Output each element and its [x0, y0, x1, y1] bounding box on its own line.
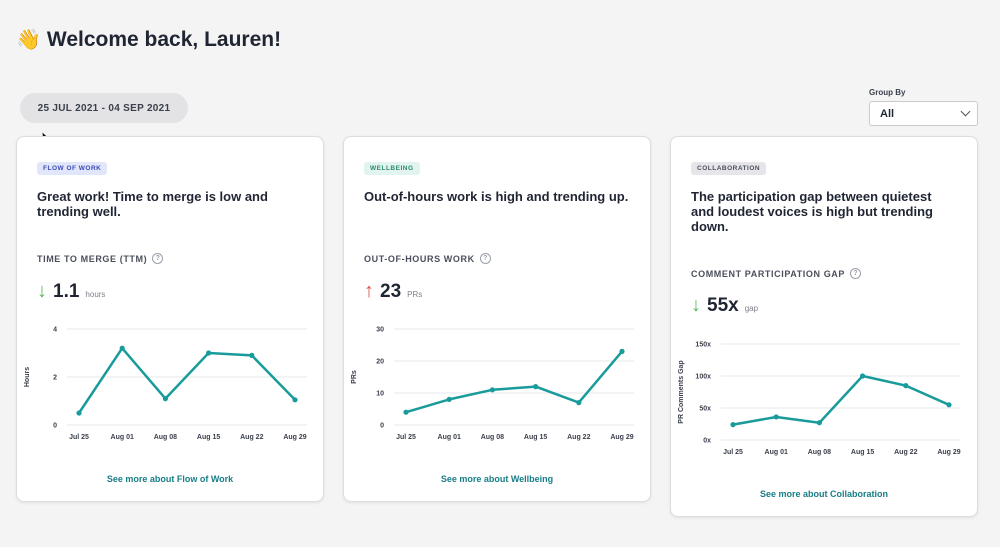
insight-headline: Great work! Time to merge is low and tre…	[37, 189, 268, 219]
data-point	[946, 402, 952, 408]
x-tick-label: Aug 22	[894, 449, 917, 456]
category-badge: WELLBEING	[364, 162, 420, 175]
collaboration-card: COLLABORATION The participation gap betw…	[670, 136, 978, 517]
data-point	[860, 373, 866, 379]
y-tick-label: 0	[380, 423, 384, 430]
metric-value: 23	[380, 281, 402, 302]
trend-down-arrow-icon: ↓	[691, 294, 701, 316]
group-by-value: All	[880, 107, 895, 120]
see-more-link[interactable]: See more about Collaboration	[759, 489, 889, 499]
data-point	[206, 350, 212, 356]
x-tick-label: Aug 22	[567, 434, 590, 441]
group-by-label: Group By	[869, 88, 906, 97]
data-point	[249, 352, 255, 358]
x-tick-label: Aug 01	[111, 434, 134, 441]
trend-down-arrow-icon: ↓	[37, 280, 47, 302]
data-point	[162, 396, 168, 402]
y-axis-label: PR Comments Gap	[678, 360, 685, 423]
x-tick-label: Aug 29	[610, 434, 633, 441]
flow-of-work-card: FLOW OF WORK Great work! Time to merge i…	[16, 136, 324, 502]
series-line	[405, 350, 623, 414]
see-more-link[interactable]: See more about Wellbeing	[440, 474, 554, 484]
x-tick-label: Aug 08	[154, 434, 177, 441]
y-tick-label: 50x	[699, 406, 711, 413]
waving-hand-icon: 👋	[16, 29, 41, 51]
category-badge: FLOW OF WORK	[37, 162, 108, 175]
y-tick-label: 10	[376, 391, 384, 398]
date-range-picker[interactable]: 25 JUL 2021 - 04 SEP 2021	[20, 93, 188, 123]
page-title: 👋 Welcome back, Lauren!	[16, 28, 281, 52]
y-tick-label: 100x	[695, 374, 711, 381]
insight-headline: The participation gap between quietest a…	[691, 189, 933, 234]
y-tick-label: 0	[53, 423, 57, 430]
x-tick-label: Aug 15	[851, 449, 874, 456]
data-point	[76, 410, 82, 416]
metric-label: OUT-OF-HOURS WORK ?	[364, 253, 491, 264]
metric-label-text: TIME TO MERGE (TTM)	[37, 253, 148, 264]
ttm-line-chart: Hours 0 2 4 Jul 25 Aug 01 Aug 08 Aug 15 Aug 22 Au…	[24, 327, 307, 441]
y-tick-label: 30	[376, 327, 384, 334]
data-point	[576, 400, 582, 406]
x-tick-label: Aug 29	[283, 434, 306, 441]
y-axis-label: PRs	[351, 370, 358, 384]
metric-value: 55x	[707, 295, 739, 316]
x-tick-label: Aug 15	[197, 434, 220, 441]
metric-value-row: ↑ 23 PRs	[364, 281, 422, 303]
chevron-down-icon	[960, 106, 971, 117]
data-point	[903, 383, 909, 389]
out-of-hours-line-chart: PRs 0 10 20 30 Jul 25 Aug 01 Aug 08 Aug 15 Aug 22…	[351, 327, 634, 441]
metric-label-text: COMMENT PARTICIPATION GAP	[691, 268, 845, 279]
trend-up-arrow-icon: ↑	[364, 280, 374, 302]
x-tick-label: Aug 22	[240, 434, 263, 441]
help-icon[interactable]: ?	[850, 268, 861, 279]
metric-unit: gap	[744, 304, 759, 313]
help-icon[interactable]: ?	[152, 253, 164, 264]
category-badge: COLLABORATION	[691, 162, 767, 175]
data-point	[816, 420, 822, 426]
x-tick-label: Aug 01	[438, 434, 461, 441]
metric-label: TIME TO MERGE (TTM) ?	[37, 253, 164, 264]
data-point	[619, 348, 625, 354]
x-tick-label: Aug 29	[937, 449, 960, 456]
metric-label-text: OUT-OF-HOURS WORK	[364, 253, 475, 264]
help-icon[interactable]: ?	[479, 253, 491, 264]
insight-headline: Out-of-hours work is high and trending u…	[364, 189, 629, 204]
see-more-link[interactable]: See more about Flow of Work	[106, 474, 234, 484]
y-tick-label: 2	[53, 375, 57, 382]
y-tick-label: 0x	[703, 438, 711, 445]
data-point	[773, 414, 779, 420]
y-tick-label: 4	[53, 327, 57, 334]
data-point	[292, 397, 298, 403]
data-point	[119, 345, 125, 351]
x-tick-label: Jul 25	[69, 434, 89, 441]
wellbeing-card: WELLBEING Out-of-hours work is high and …	[343, 136, 651, 502]
comment-gap-line-chart: PR Comments Gap 0x 50x 100x 150x Jul 25 Aug 01…	[678, 342, 961, 456]
metric-unit: hours	[85, 290, 106, 299]
y-axis-label: Hours	[24, 367, 31, 387]
series-line	[77, 346, 296, 414]
metric-value-row: ↓ 55x gap	[691, 295, 758, 317]
metric-value: 1.1	[53, 281, 80, 302]
metric-value-row: ↓ 1.1 hours	[37, 281, 105, 303]
metric-label: COMMENT PARTICIPATION GAP ?	[691, 268, 861, 279]
data-point	[533, 384, 539, 390]
series-line	[732, 374, 950, 426]
data-point	[730, 422, 736, 428]
metric-unit: PRs	[407, 290, 423, 299]
welcome-heading: Welcome back, Lauren!	[46, 28, 282, 51]
data-point	[446, 396, 452, 402]
x-tick-label: Aug 08	[481, 434, 504, 441]
x-tick-label: Jul 25	[723, 449, 743, 456]
y-tick-label: 20	[376, 359, 384, 366]
x-tick-label: Jul 25	[396, 434, 416, 441]
data-point	[489, 387, 495, 393]
x-tick-label: Aug 15	[524, 434, 547, 441]
x-tick-label: Aug 08	[808, 449, 831, 456]
y-tick-label: 150x	[695, 342, 711, 349]
group-by-select[interactable]: All	[869, 101, 978, 126]
x-tick-label: Aug 01	[765, 449, 788, 456]
data-point	[403, 409, 409, 415]
